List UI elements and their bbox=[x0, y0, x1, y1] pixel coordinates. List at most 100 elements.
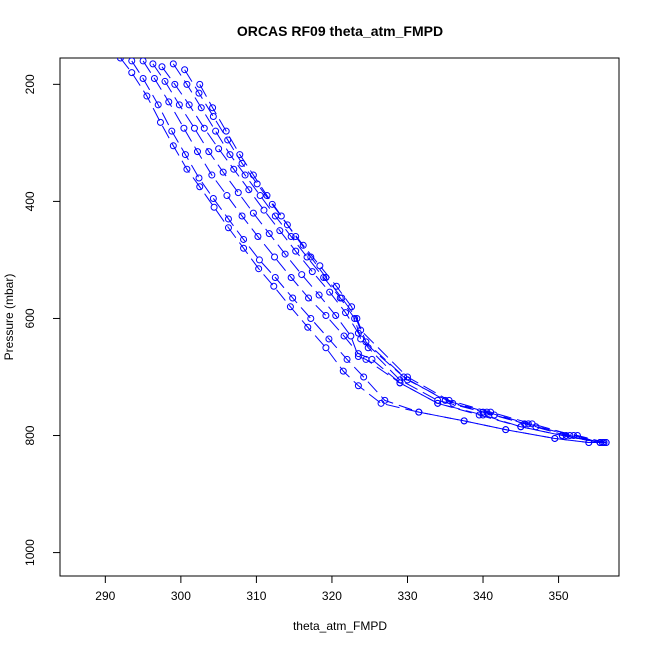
data-point bbox=[249, 171, 257, 179]
data-point bbox=[368, 355, 376, 363]
data-point bbox=[298, 271, 306, 279]
data-point bbox=[270, 282, 278, 290]
x-tick-label: 350 bbox=[549, 589, 569, 603]
series-line bbox=[120, 58, 607, 444]
data-point bbox=[276, 227, 284, 235]
data-point bbox=[351, 314, 359, 322]
data-point bbox=[347, 332, 355, 340]
data-point bbox=[362, 355, 370, 363]
chart-title: ORCAS RF09 theta_atm_FMPD bbox=[237, 23, 443, 39]
data-point bbox=[342, 309, 350, 317]
data-point bbox=[325, 335, 333, 343]
data-point bbox=[209, 194, 217, 202]
data-point bbox=[381, 396, 389, 404]
data-point bbox=[338, 294, 346, 302]
data-point bbox=[460, 417, 468, 425]
data-point bbox=[185, 101, 193, 109]
data-point bbox=[332, 282, 340, 290]
profile-series bbox=[149, 60, 604, 447]
data-point bbox=[200, 124, 208, 132]
series-line bbox=[152, 63, 601, 444]
data-point bbox=[304, 323, 312, 331]
y-axis: 200 400 600 800 1000 bbox=[23, 74, 60, 566]
data-point bbox=[256, 192, 264, 200]
profile-series bbox=[196, 80, 610, 447]
x-axis: 290 300 310 320 330 340 350 bbox=[95, 576, 569, 603]
data-point bbox=[224, 224, 232, 232]
data-point bbox=[222, 127, 230, 135]
series-line bbox=[184, 69, 605, 444]
profile-series bbox=[128, 58, 608, 447]
series-layer bbox=[116, 58, 610, 447]
data-point bbox=[230, 165, 238, 173]
data-point bbox=[332, 312, 340, 320]
data-point bbox=[156, 118, 164, 126]
data-point bbox=[208, 171, 216, 179]
data-point bbox=[357, 335, 365, 343]
data-point bbox=[305, 294, 313, 302]
series-line bbox=[172, 63, 603, 444]
data-point bbox=[245, 186, 253, 194]
data-point bbox=[265, 230, 273, 238]
data-point bbox=[180, 124, 188, 132]
data-point bbox=[289, 294, 297, 302]
x-tick-label: 310 bbox=[246, 589, 266, 603]
x-tick-label: 320 bbox=[322, 589, 342, 603]
data-point bbox=[287, 273, 295, 281]
data-point bbox=[154, 101, 162, 109]
data-point bbox=[283, 221, 291, 229]
series-line bbox=[199, 84, 607, 444]
data-point bbox=[181, 66, 189, 74]
data-point bbox=[195, 174, 203, 182]
data-point bbox=[316, 262, 324, 270]
data-point bbox=[253, 180, 261, 188]
data-point bbox=[149, 60, 157, 68]
data-point bbox=[128, 58, 136, 65]
x-tick-label: 340 bbox=[473, 589, 493, 603]
data-point bbox=[236, 151, 244, 159]
data-point bbox=[286, 303, 294, 311]
profile-series bbox=[139, 58, 604, 447]
data-point bbox=[196, 80, 204, 88]
data-point bbox=[212, 127, 220, 135]
data-point bbox=[209, 113, 217, 121]
data-point bbox=[415, 408, 423, 416]
data-point bbox=[255, 265, 263, 273]
profile-series bbox=[181, 66, 608, 447]
data-point bbox=[165, 98, 173, 106]
data-point bbox=[532, 423, 540, 431]
data-point bbox=[602, 439, 610, 447]
data-point bbox=[403, 376, 411, 384]
data-point bbox=[226, 151, 234, 159]
data-point bbox=[196, 183, 204, 191]
profile-series bbox=[169, 60, 606, 447]
plot-frame bbox=[59, 57, 620, 577]
data-point bbox=[195, 89, 203, 97]
data-point bbox=[292, 233, 300, 241]
y-tick-label: 200 bbox=[23, 74, 37, 94]
data-point bbox=[210, 203, 218, 211]
data-point bbox=[254, 233, 262, 241]
y-tick-label: 600 bbox=[23, 308, 37, 328]
data-point bbox=[360, 373, 368, 381]
data-point bbox=[128, 69, 136, 77]
data-point bbox=[277, 212, 285, 220]
data-point bbox=[573, 432, 581, 440]
data-point bbox=[281, 250, 289, 258]
x-tick-label: 300 bbox=[171, 589, 191, 603]
series-line bbox=[131, 60, 604, 444]
data-point bbox=[502, 426, 510, 434]
data-point bbox=[249, 209, 257, 217]
data-point bbox=[171, 80, 179, 88]
data-point bbox=[181, 151, 189, 159]
y-axis-label: Pressure (mbar) bbox=[2, 274, 16, 361]
data-point bbox=[490, 411, 498, 419]
data-point bbox=[307, 253, 315, 261]
data-point bbox=[169, 142, 177, 150]
data-point bbox=[292, 247, 300, 255]
data-point bbox=[322, 344, 330, 352]
data-point bbox=[116, 58, 124, 62]
data-point bbox=[223, 192, 231, 200]
data-point bbox=[268, 200, 276, 208]
